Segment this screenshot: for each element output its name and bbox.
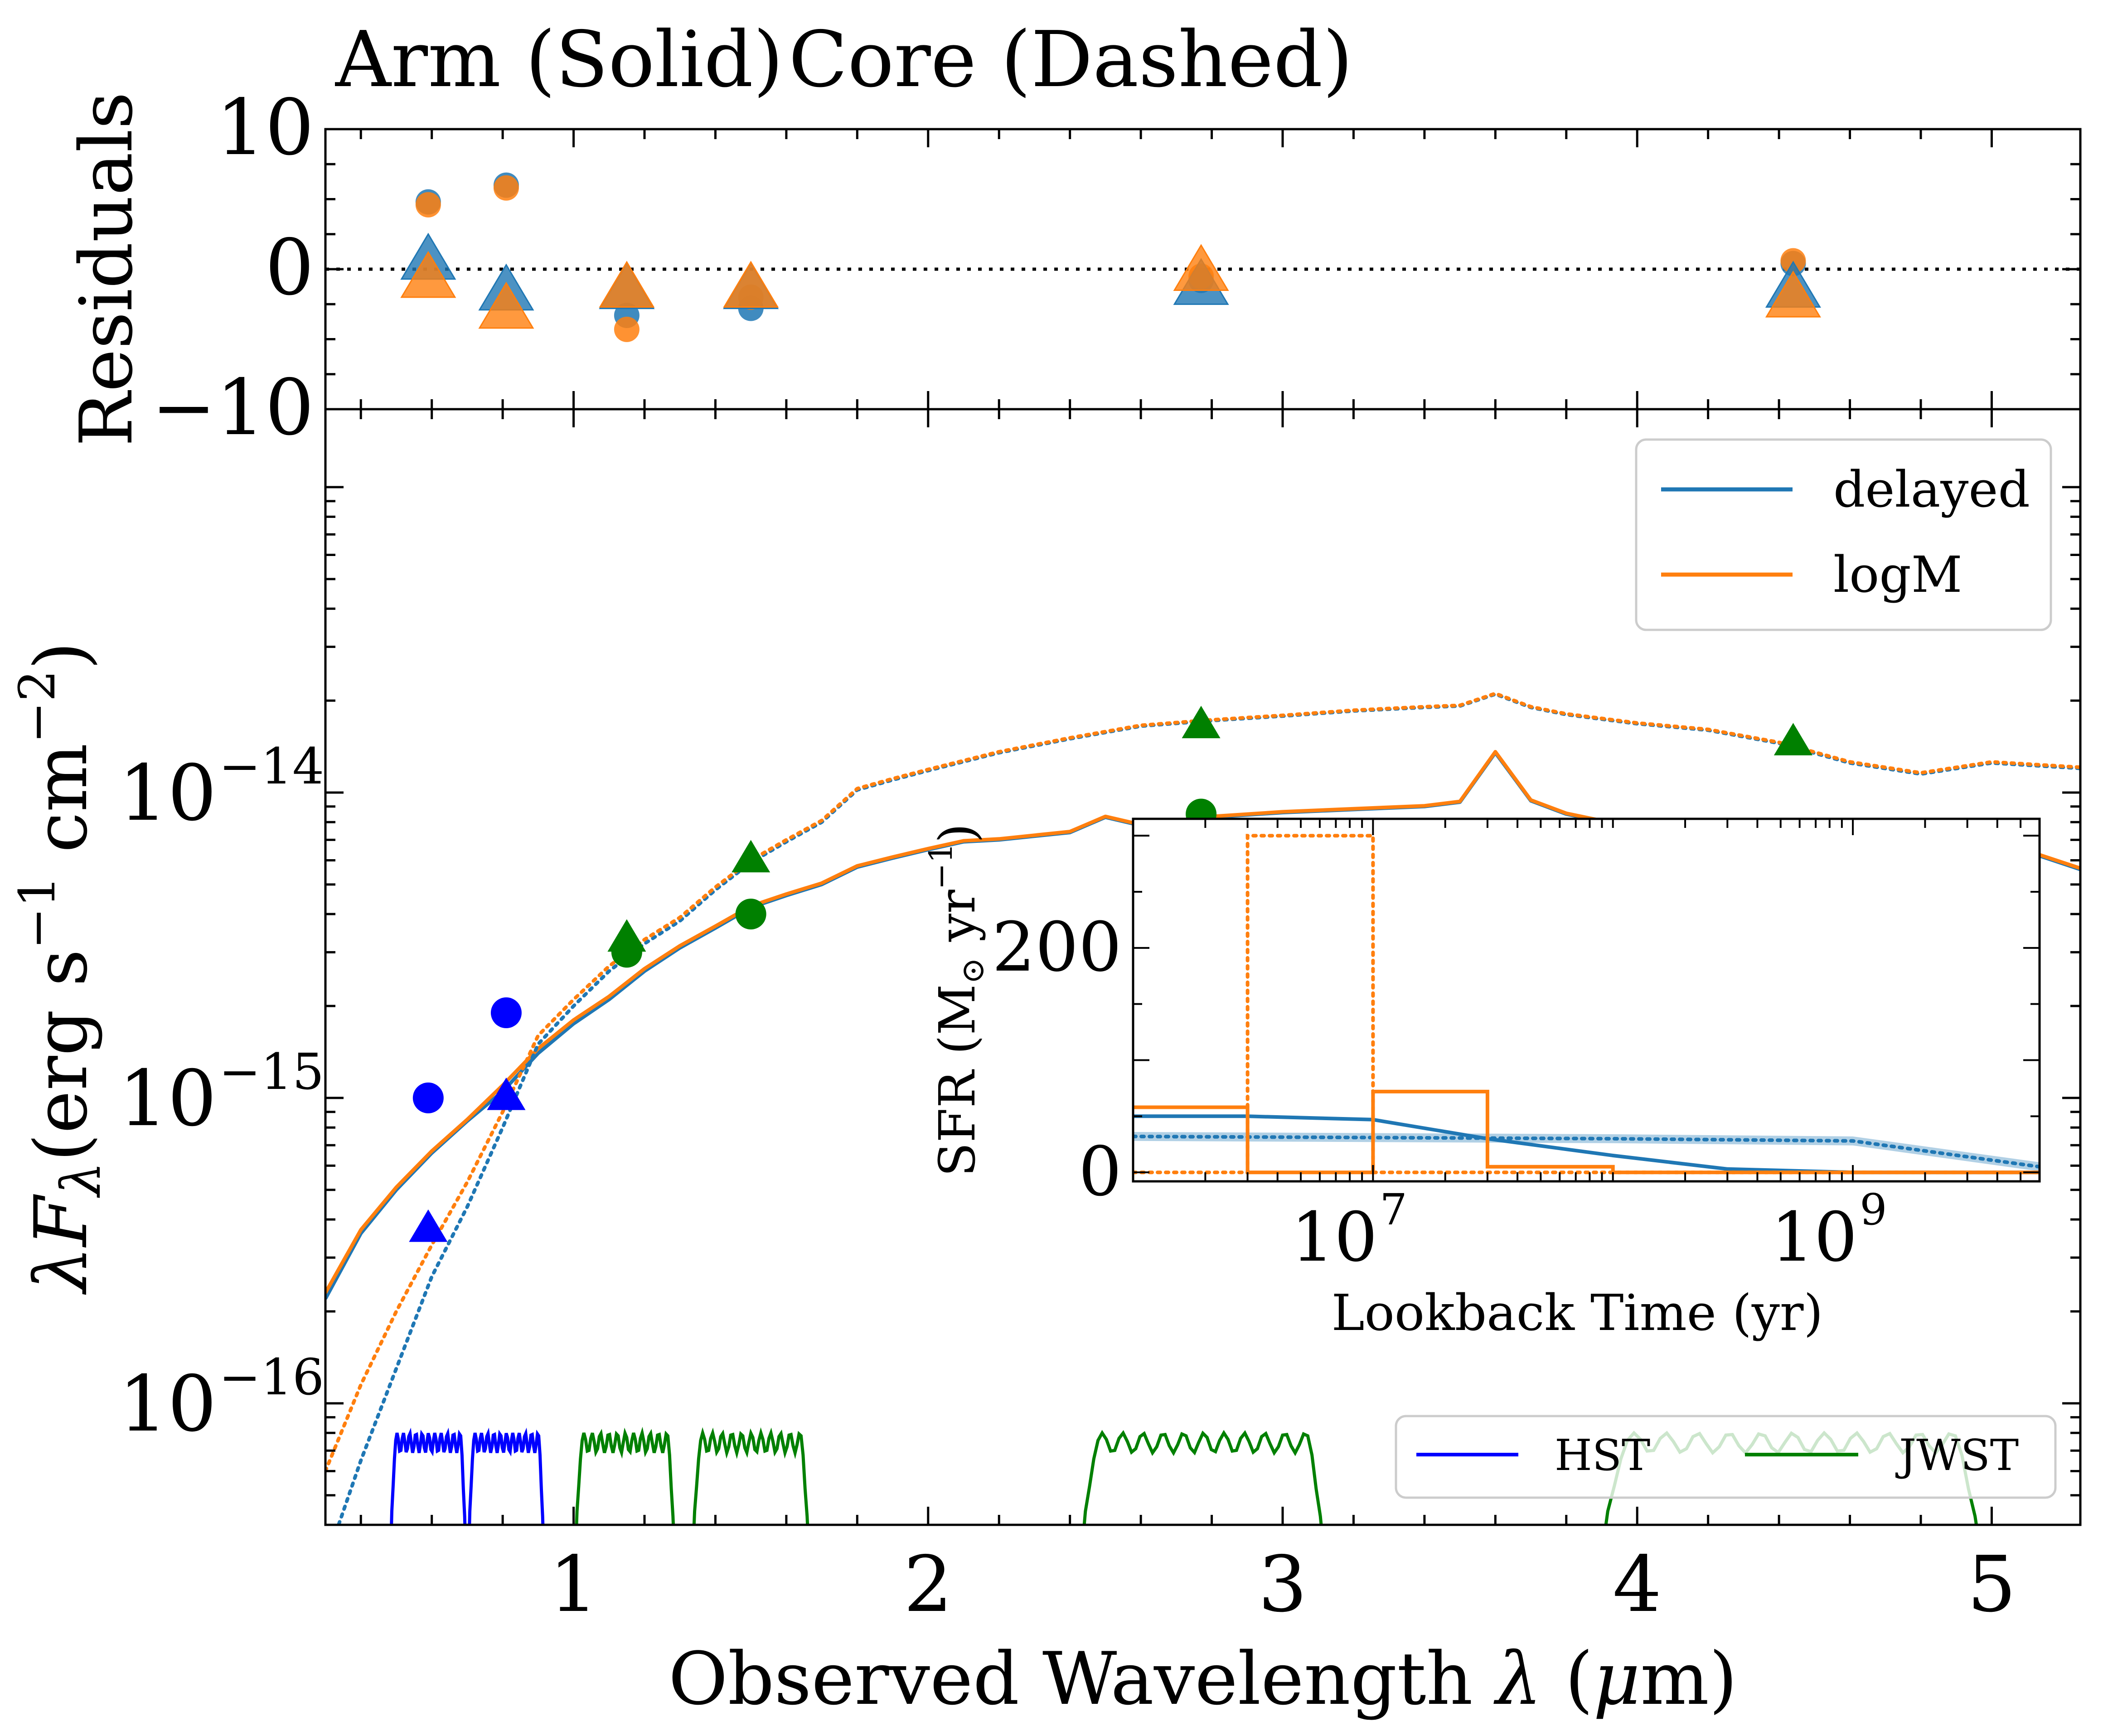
sed-ytick-exponent: −14: [219, 737, 324, 795]
inset-xlabel: Lookback Time (yr): [1332, 1284, 1823, 1342]
residuals-ytick-labels: 10 0 −10: [151, 83, 314, 453]
sed-ytick-label: 10: [119, 1359, 217, 1449]
residual-point-logm-core: [1765, 271, 1821, 318]
sed-ylabel: λFλ(erg s−1 cm−2): [8, 642, 113, 1295]
sed-xtick-label: 1: [549, 1540, 598, 1630]
filter-legend-box: [1395, 1415, 2057, 1499]
filter-curve-hst: [468, 1427, 545, 1525]
header-arm-label: Arm (Solid): [335, 15, 783, 105]
photometry-jwst-core: [1773, 723, 1812, 755]
sed-xlabel: Observed Wavelength λ (μm): [669, 1636, 1738, 1721]
residuals-ticks: [325, 128, 2080, 411]
inset-ytick-label: 0: [1079, 1132, 1122, 1211]
filter-curve-jwst: [692, 1427, 809, 1525]
header-core-label: Core (Dashed): [789, 15, 1353, 105]
residual-point-logm-core: [400, 251, 456, 298]
inset-background: [1133, 819, 2040, 1181]
legend-delayed-label: delayed: [1833, 460, 2030, 518]
residuals-panel: 10 0 −10 Residuals: [64, 83, 2082, 453]
sed-xtick-labels: 1 2 3 4 5: [549, 1540, 2016, 1630]
inset-ticks: [1132, 819, 2040, 1181]
inset-ylabel: SFR (M⊙ yr−1): [922, 823, 991, 1177]
residuals-ytick-label: −10: [151, 363, 314, 453]
inset-xtick-exponent: 7: [1380, 1185, 1407, 1235]
inset-xtick-label: 10: [1291, 1198, 1377, 1277]
legend-logm-label: logM: [1833, 546, 1962, 604]
residuals-points: [400, 172, 1821, 342]
sed-ytick-label: 10: [119, 749, 217, 838]
residual-point-logm-core: [1173, 244, 1229, 291]
model-legend: delayed logM: [1635, 438, 2052, 631]
inset-xtick-label: 10: [1771, 1198, 1857, 1277]
filter-curve-hst: [390, 1427, 467, 1525]
residual-point-logm-core: [723, 261, 779, 308]
legend-jwst-label: JWST: [1895, 1431, 2019, 1480]
model-legend-box: [1635, 438, 2052, 631]
inset-ytick-label: 200: [992, 908, 1122, 987]
sed-plot-frame: [324, 408, 2082, 1526]
sed-ytick-exponent: −15: [219, 1043, 324, 1101]
residuals-ytick-label: 0: [265, 223, 314, 313]
inset-xtick-exponent: 9: [1860, 1185, 1887, 1235]
sed-xtick-label: 4: [1613, 1540, 1662, 1630]
residual-point-logm-arm: [493, 175, 519, 201]
filter-curve-jwst: [575, 1427, 675, 1525]
photometry-jwst-arm: [735, 899, 766, 930]
residual-point-logm-arm: [415, 192, 441, 218]
sed-ytick-exponent: −16: [219, 1348, 324, 1406]
sed-ytick-label: 10: [119, 1054, 217, 1144]
legend-hst-label: HST: [1555, 1431, 1650, 1480]
residual-point-logm-core: [478, 281, 534, 329]
filter-curve-jwst: [1082, 1430, 1323, 1525]
photometry-hst-core: [409, 1209, 448, 1242]
photometry-jwst-core: [732, 840, 770, 873]
inset-xtick-labels: 10 7 10 9: [1291, 1185, 1887, 1277]
photometry-hst-arm: [490, 997, 522, 1029]
photometry-hst-core: [487, 1077, 526, 1110]
residuals-ytick-label: 10: [216, 83, 314, 173]
filter-legend: HST JWST: [1395, 1415, 2057, 1499]
sed-ticks: [325, 409, 2080, 1526]
sed-xtick-label: 3: [1258, 1540, 1307, 1630]
residuals-ylabel: Residuals: [64, 92, 149, 447]
residual-point-logm-core: [599, 261, 655, 308]
residual-point-logm-arm: [614, 316, 640, 342]
sed-xtick-label: 2: [904, 1540, 953, 1630]
inset-plot-frame: [1132, 817, 2041, 1183]
photometry-hst-arm: [412, 1082, 444, 1113]
photometry-jwst-core: [1182, 706, 1221, 739]
sed-xtick-label: 5: [1967, 1540, 2016, 1630]
sed-line-logm-core: [325, 691, 2080, 1473]
inset-ytick-labels: 0 200: [992, 908, 1122, 1211]
photometry-jwst-core: [607, 919, 646, 952]
